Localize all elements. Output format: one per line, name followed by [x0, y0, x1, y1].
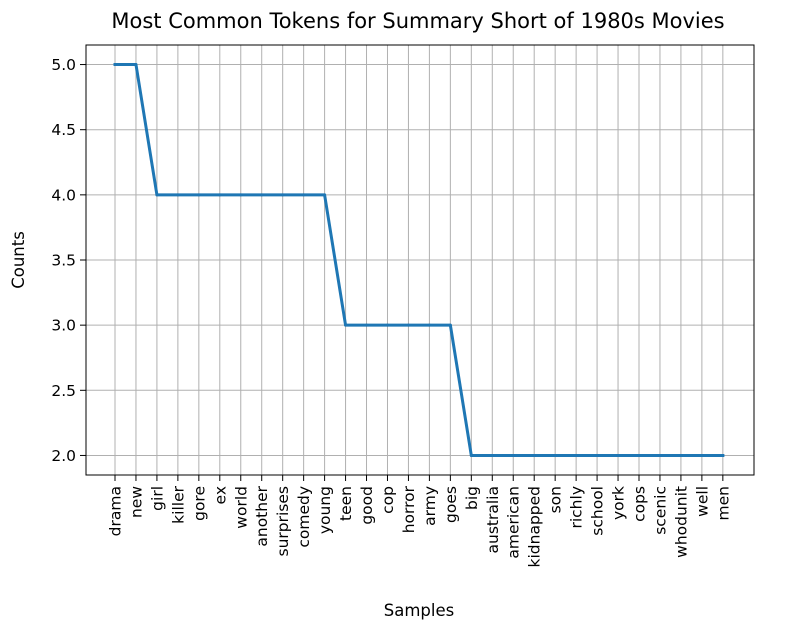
data-point-whodunit [679, 453, 683, 457]
data-point-killer [176, 193, 180, 197]
y-tick-label: 4.0 [51, 186, 76, 204]
data-point-horror [406, 323, 410, 327]
x-axis-label: Samples [384, 601, 454, 620]
y-tick-label: 3.0 [51, 317, 76, 335]
y-tick-label: 3.5 [51, 252, 76, 270]
x-tick-label: drama [107, 486, 125, 536]
data-point-another [260, 193, 264, 197]
chart-title: Most Common Tokens for Summary Short of … [111, 9, 724, 33]
x-tick-label: big [463, 486, 481, 510]
data-point-world [239, 193, 243, 197]
y-tick-label: 2.5 [51, 382, 76, 400]
data-point-girl [155, 193, 159, 197]
x-tick-label: ex [211, 486, 229, 504]
y-axis-label: Counts [9, 231, 28, 289]
data-point-richly [574, 453, 578, 457]
data-point-men [721, 453, 725, 457]
x-tick-label: teen [337, 486, 355, 521]
data-point-american [511, 453, 515, 457]
y-tick-label: 5.0 [51, 56, 76, 74]
series-line [113, 63, 725, 457]
x-tick-label: whodunit [672, 486, 690, 558]
data-point-cops [637, 453, 641, 457]
y-tick-label: 4.5 [51, 121, 76, 139]
y-axis: 2.0 2.5 3.0 3.5 4.0 4.5 5.0 [51, 56, 86, 465]
data-point-big [469, 453, 473, 457]
data-point-new [134, 63, 138, 67]
x-tick-label: world [232, 486, 250, 529]
grid-lines [86, 45, 754, 475]
data-point-teen [344, 323, 348, 327]
x-tick-label: australia [484, 486, 502, 553]
x-tick-label: son [547, 486, 565, 513]
x-axis: drama new girl killer gore ex world another surp… [107, 475, 732, 568]
x-tick-label: young [316, 486, 334, 534]
data-point-comedy [302, 193, 306, 197]
x-tick-label: new [127, 486, 145, 518]
x-tick-label: killer [169, 485, 187, 523]
data-point-scenic [658, 453, 662, 457]
x-tick-label: goes [442, 486, 460, 523]
x-tick-label: well [693, 486, 711, 517]
data-point-young [323, 193, 327, 197]
x-tick-label: gore [190, 486, 208, 521]
x-tick-label: horror [400, 485, 418, 533]
data-point-surprises [281, 193, 285, 197]
data-point-school [595, 453, 599, 457]
x-tick-label: good [358, 486, 376, 525]
data-point-gore [197, 193, 201, 197]
x-tick-label: girl [148, 486, 166, 511]
data-point-ex [218, 193, 222, 197]
data-point-drama [113, 63, 117, 67]
x-tick-label: kidnapped [526, 486, 544, 568]
x-tick-label: men [714, 486, 732, 520]
x-tick-label: comedy [295, 486, 313, 548]
x-tick-label: richly [568, 486, 586, 529]
x-tick-label: surprises [274, 486, 292, 556]
x-tick-label: school [589, 486, 607, 536]
x-tick-label: scenic [651, 486, 669, 535]
data-point-son [553, 453, 557, 457]
x-tick-label: cop [379, 486, 397, 514]
data-point-australia [490, 453, 494, 457]
data-point-cop [385, 323, 389, 327]
y-tick-label: 2.0 [51, 447, 76, 465]
data-point-goes [448, 323, 452, 327]
data-point-good [365, 323, 369, 327]
x-tick-label: cops [631, 486, 649, 522]
x-tick-label: army [421, 486, 439, 526]
data-point-york [616, 453, 620, 457]
x-tick-label: york [610, 486, 628, 520]
x-tick-label: american [505, 486, 523, 559]
series-layer [113, 63, 725, 457]
data-point-army [427, 323, 431, 327]
data-point-well [700, 453, 704, 457]
x-tick-label: another [253, 485, 271, 546]
data-point-kidnapped [532, 453, 536, 457]
